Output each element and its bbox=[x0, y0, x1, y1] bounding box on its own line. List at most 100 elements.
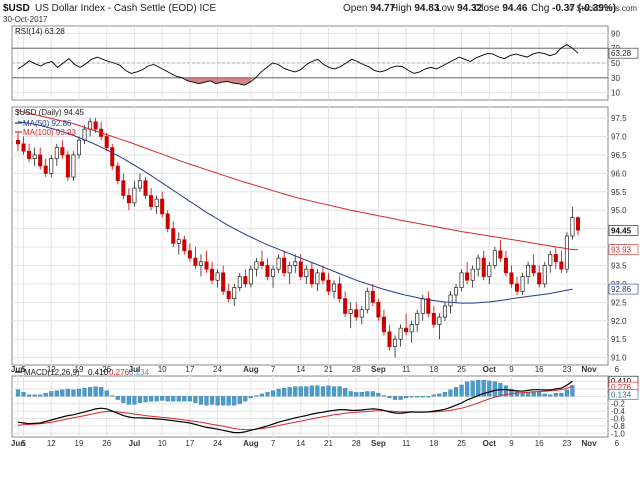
x-tick-label: 26 bbox=[102, 439, 111, 448]
price-frame bbox=[11, 106, 609, 366]
candle bbox=[426, 298, 431, 314]
candle bbox=[548, 254, 553, 266]
candle bbox=[465, 272, 470, 281]
candle bbox=[326, 279, 331, 292]
quote-close: Close 94.46 bbox=[474, 3, 528, 14]
candle bbox=[187, 250, 192, 259]
x-tick-label: 14 bbox=[296, 365, 305, 374]
macd-histogram-bar bbox=[204, 396, 209, 406]
candle bbox=[575, 217, 581, 231]
candle bbox=[143, 180, 148, 196]
candle bbox=[359, 309, 364, 318]
macd-histogram-bar bbox=[331, 386, 337, 397]
macd-histogram-bar bbox=[160, 396, 165, 401]
rsi-legend: RSI(14) 63.28 bbox=[15, 27, 65, 36]
x-tick-label: 5 bbox=[21, 365, 26, 374]
x-tick-label: 12 bbox=[47, 439, 56, 448]
candle bbox=[404, 327, 409, 333]
macd-histogram-bar bbox=[343, 388, 348, 397]
macd-histogram-bar bbox=[487, 380, 492, 397]
candle bbox=[198, 261, 203, 266]
hist-last-value: 0.134 bbox=[611, 390, 632, 399]
macd-histogram-bar bbox=[420, 396, 425, 398]
candle bbox=[126, 195, 131, 204]
x-tick-label: 17 bbox=[185, 439, 194, 448]
macd-last-value: 0.410 bbox=[611, 377, 632, 386]
candle bbox=[537, 272, 542, 285]
quote-chg: Chg -0.37 (-0.39%) bbox=[531, 3, 616, 14]
macd-histogram-bar bbox=[465, 381, 470, 397]
ma50-line bbox=[17, 121, 573, 304]
x-tick-label: 25 bbox=[457, 365, 466, 374]
macd-histogram-bar bbox=[237, 396, 242, 404]
macd-histogram-bar bbox=[110, 395, 115, 397]
x-tick-label: 23 bbox=[562, 365, 571, 374]
candle bbox=[182, 239, 187, 252]
macd-histogram-bar bbox=[509, 388, 514, 397]
price-tick-label: 91.5 bbox=[611, 335, 627, 344]
x-tick-label: 18 bbox=[429, 365, 438, 374]
candle bbox=[481, 257, 486, 277]
candle bbox=[415, 313, 420, 325]
x-tick-label: 9 bbox=[509, 439, 514, 448]
macd-histogram-bar bbox=[476, 379, 481, 397]
ma50-last-value: 92.86 bbox=[611, 285, 632, 294]
x-tick-label: Jul bbox=[129, 365, 141, 374]
macd-histogram-bar bbox=[304, 386, 309, 397]
macd-histogram-bar bbox=[270, 390, 276, 397]
ma100-line bbox=[17, 110, 578, 251]
x-tick-label: 10 bbox=[158, 439, 167, 448]
candle bbox=[176, 239, 181, 244]
rsi-tick-label: 50 bbox=[611, 59, 620, 68]
candle bbox=[226, 290, 231, 300]
macd-histogram-bar bbox=[404, 396, 409, 399]
candle bbox=[271, 268, 276, 277]
macd-signal-line bbox=[17, 385, 573, 431]
x-tick-label: Nov bbox=[582, 365, 598, 374]
macd-histogram-bar bbox=[392, 396, 398, 400]
candle bbox=[570, 217, 575, 237]
candle bbox=[332, 283, 337, 292]
candle bbox=[165, 213, 170, 229]
price-tick-label: 95.0 bbox=[611, 206, 627, 215]
x-tick-label: Oct bbox=[483, 439, 497, 448]
rsi-tick-label: 30 bbox=[611, 74, 620, 83]
macd-histogram-bar bbox=[137, 396, 143, 403]
ma50-legend: MA(50) 92.86 bbox=[23, 119, 72, 128]
symbol: $USD bbox=[3, 3, 30, 14]
macd-frame bbox=[11, 375, 609, 438]
macd-legend-hist: 0.134 bbox=[129, 368, 150, 377]
candle bbox=[88, 121, 93, 130]
x-tick-label: 11 bbox=[402, 365, 411, 374]
candle bbox=[204, 261, 209, 270]
x-tick-label: Aug bbox=[243, 365, 259, 374]
macd-histogram-bar bbox=[49, 391, 54, 397]
macd-histogram-bar bbox=[93, 386, 98, 397]
macd-histogram-bar bbox=[415, 396, 420, 398]
candle bbox=[387, 331, 392, 347]
macd-histogram-bar bbox=[143, 396, 148, 403]
macd-histogram-bar bbox=[298, 386, 303, 397]
macd-histogram-bar bbox=[337, 386, 342, 397]
candle bbox=[531, 265, 536, 274]
candle bbox=[282, 257, 287, 274]
candle bbox=[487, 265, 492, 277]
candle bbox=[15, 139, 21, 145]
macd-histogram-bar bbox=[187, 396, 192, 402]
candle bbox=[337, 283, 342, 300]
macd-histogram-bar bbox=[520, 392, 525, 397]
candle bbox=[210, 268, 215, 281]
x-tick-label: 19 bbox=[75, 365, 84, 374]
macd-histogram-bar bbox=[276, 388, 281, 397]
candle bbox=[470, 268, 475, 281]
macd-line bbox=[17, 380, 573, 434]
macd-histogram-bar bbox=[82, 388, 87, 397]
candle bbox=[287, 265, 292, 274]
macd-panel: -1.0-0.8-0.6-0.4-0.20.00.20.4MACD(12,26,… bbox=[11, 368, 639, 438]
candle bbox=[304, 268, 309, 277]
macd-histogram-bar bbox=[132, 396, 137, 405]
candle bbox=[38, 154, 43, 167]
